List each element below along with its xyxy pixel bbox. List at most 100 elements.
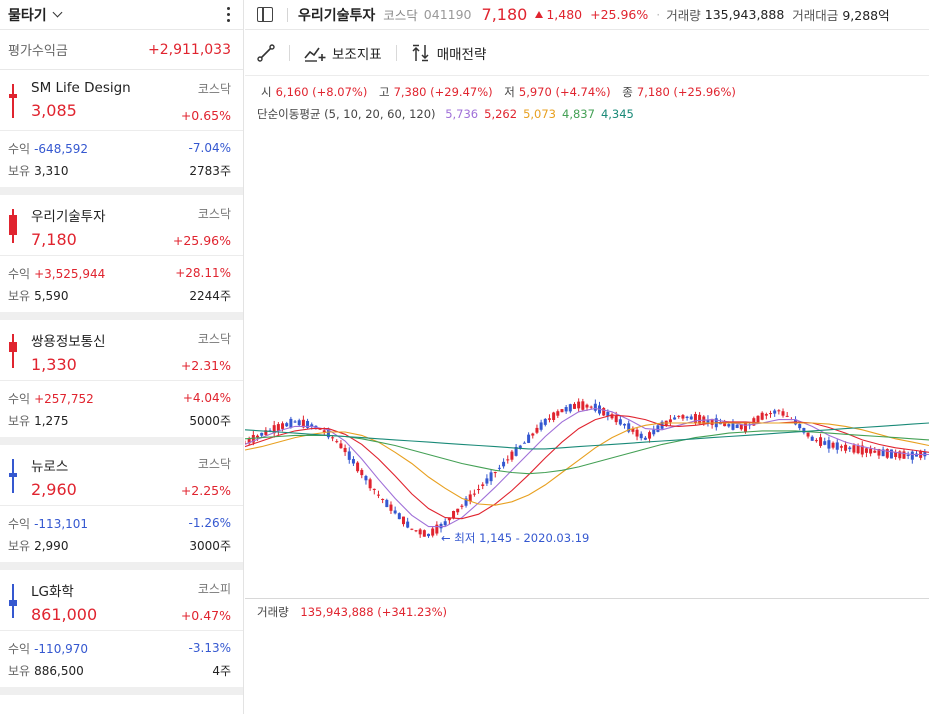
candle-body — [852, 445, 856, 453]
stock-item[interactable]: 우리기술투자 코스닥 7,180 +25.96% 수익 +3,525,944 +28.11%… — [0, 195, 243, 320]
eval-label: 평가수익금 — [8, 44, 68, 59]
more-menu-icon[interactable] — [223, 7, 233, 22]
candle-body — [727, 424, 731, 427]
candle-body — [648, 432, 652, 439]
stock-item[interactable]: 뉴로스 코스닥 2,960 +2.25% 수익 -113,101 -1.26% 보유 2,990… — [0, 445, 243, 570]
high-label: 고 — [378, 85, 390, 99]
stock-code: 041190 — [423, 7, 472, 22]
hold-label: 보유 — [8, 163, 31, 178]
stock-item[interactable]: LG화학 코스피 861,000 +0.47% 수익 -110,970 -3.13% 보유 88… — [0, 570, 243, 695]
candle-body — [873, 450, 877, 453]
candle-body — [835, 442, 839, 450]
hold-value: 5,590 — [34, 288, 69, 303]
stock-item-top: SM Life Design 코스닥 3,085 +0.65% — [0, 70, 243, 131]
candle-body — [910, 451, 914, 460]
candle-body — [481, 484, 485, 486]
candle-body — [301, 419, 305, 428]
candle-body — [351, 459, 355, 464]
candle-body — [247, 438, 251, 444]
hold-label: 보유 — [8, 663, 31, 678]
candle-body — [381, 498, 385, 500]
candle-body — [472, 493, 476, 495]
candle-icon — [9, 584, 17, 618]
volume-label: 거래량 — [666, 8, 701, 23]
candle-body — [485, 478, 489, 484]
stock-item[interactable]: SM Life Design 코스닥 3,085 +0.65% 수익 -648,592 -7… — [0, 70, 243, 195]
candle-body — [827, 440, 831, 449]
drawing-tool-button[interactable] — [257, 43, 275, 62]
high-value: 7,380 (+29.47%) — [393, 85, 493, 99]
watchlist-selector[interactable]: 물타기 — [8, 5, 63, 25]
volume-pane-divider[interactable] — [245, 598, 929, 599]
ma-value: 5,073 — [523, 107, 556, 121]
candle-body — [527, 434, 531, 443]
candle-body — [764, 414, 768, 416]
candle-body — [743, 423, 747, 432]
candle-body — [618, 419, 622, 425]
price-chart[interactable] — [245, 0, 929, 714]
candle-body — [877, 448, 881, 456]
candle-body — [435, 524, 439, 534]
candle-body — [668, 419, 672, 423]
chevron-down-icon — [52, 7, 63, 18]
candle-body — [906, 454, 910, 456]
indicator-plus-icon — [304, 47, 326, 62]
candle-body — [326, 429, 330, 438]
sidebar-toggle-icon[interactable] — [257, 7, 273, 22]
candle-body — [564, 407, 568, 412]
stock-item-top: 뉴로스 코스닥 2,960 +2.25% — [0, 445, 243, 506]
toolbar-divider — [289, 44, 290, 61]
candle-body — [489, 472, 493, 482]
candle-body — [547, 418, 551, 420]
candle-body — [477, 489, 481, 491]
close-value: 7,180 (+25.96%) — [636, 85, 736, 99]
stock-item-market: 코스닥 — [197, 82, 231, 96]
indicator-button[interactable]: 보조지표 — [304, 43, 382, 63]
ma-label: 단순이동평균 (5, 10, 20, 60, 120) — [257, 107, 436, 121]
candle-body — [393, 510, 397, 514]
candle-body — [610, 414, 614, 419]
candle-body — [773, 410, 777, 414]
stock-item-holdings: 수익 -110,970 -3.13% 보유 886,500 4주 — [0, 631, 243, 687]
open-label: 시 — [261, 85, 272, 99]
candle-body — [656, 425, 660, 432]
hold-value: 3,310 — [34, 163, 69, 178]
candle-body — [693, 414, 697, 424]
candle-body — [414, 530, 418, 532]
candle-body — [756, 415, 760, 423]
candle-body — [556, 411, 560, 416]
candle-body — [427, 533, 431, 537]
strategy-button[interactable]: 매매전략 — [411, 43, 486, 63]
eval-value: +2,911,033 — [148, 41, 231, 58]
amount-value: 9,288억 — [842, 8, 890, 23]
hold-qty: 3000주 — [189, 538, 231, 553]
candle-body — [460, 505, 464, 507]
candle-body — [685, 416, 689, 419]
stock-item-price: 1,330 — [31, 355, 77, 374]
candle-body — [814, 440, 818, 442]
candle-body — [593, 403, 597, 411]
stock-item-price: 7,180 — [31, 230, 77, 249]
ma-line-120 — [245, 422, 929, 450]
stock-item-change-pct: +0.47% — [180, 608, 231, 623]
candle-body — [856, 445, 860, 454]
stock-header: 우리기술투자 코스닥 041190 7,180 1,480 +25.96% · … — [245, 0, 929, 30]
candle-body — [431, 528, 435, 536]
stock-item-top: 쌍용정보통신 코스닥 1,330 +2.31% — [0, 320, 243, 381]
candle-body — [785, 415, 789, 417]
profit-label: 수익 — [8, 391, 31, 406]
low-value: 5,970 (+4.74%) — [518, 85, 611, 99]
stock-market: 코스닥 — [383, 8, 418, 23]
candle-body — [731, 421, 735, 430]
profit-pct: -7.04% — [188, 141, 231, 155]
candle-body — [364, 476, 368, 481]
candle-body — [514, 447, 518, 456]
stock-item[interactable]: 쌍용정보통신 코스닥 1,330 +2.31% 수익 +257,752 +4.04% 보유 1,… — [0, 320, 243, 445]
stock-item-name: 우리기술투자 — [31, 209, 106, 225]
candle-body — [752, 418, 756, 426]
candle-body — [798, 424, 802, 429]
hold-value: 1,275 — [34, 413, 69, 428]
candle-body — [468, 494, 472, 502]
candle-body — [623, 423, 627, 426]
ma-value: 5,262 — [484, 107, 518, 121]
